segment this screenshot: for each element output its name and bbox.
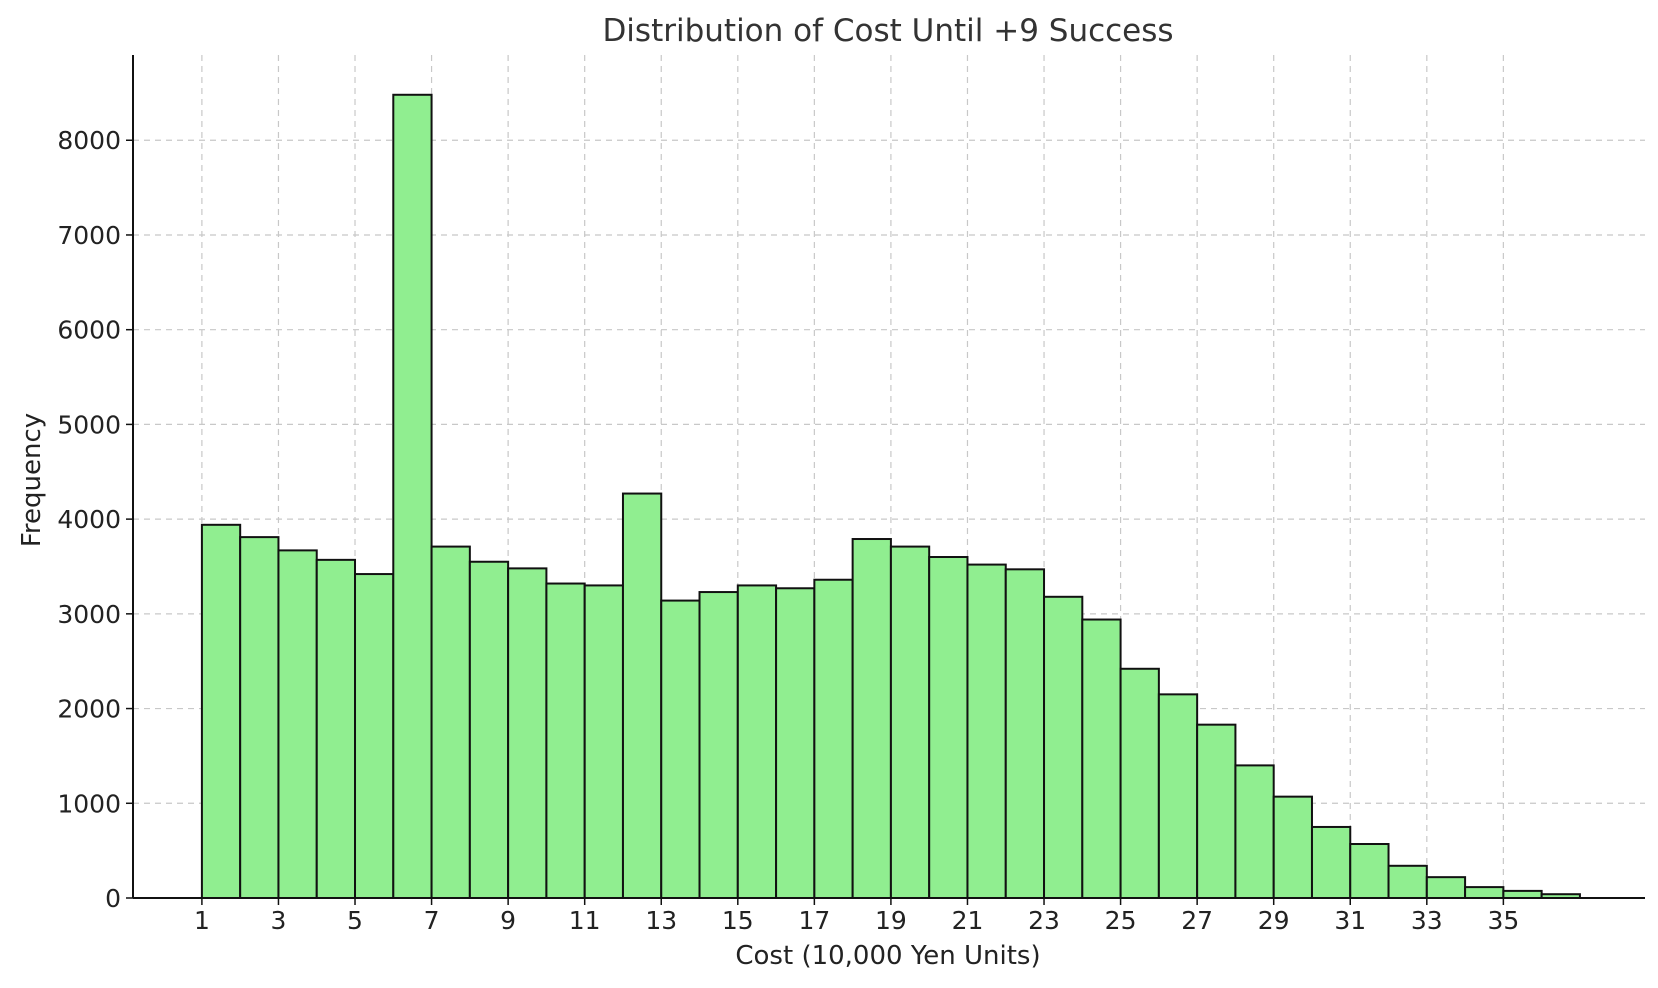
histogram-bar bbox=[354, 573, 395, 899]
x-tick-label: 1 bbox=[194, 906, 210, 935]
x-tick-label: 9 bbox=[500, 906, 516, 935]
histogram-bar bbox=[1234, 764, 1275, 899]
x-tick-label: 13 bbox=[645, 906, 677, 935]
x-tick-label: 11 bbox=[569, 906, 601, 935]
histogram-bar bbox=[1043, 595, 1084, 900]
bar-layer bbox=[200, 93, 1581, 900]
x-axis-label: Cost (10,000 Yen Units) bbox=[735, 941, 1040, 971]
x-tick-label: 7 bbox=[424, 906, 440, 935]
y-tick-label: 6000 bbox=[57, 316, 121, 345]
x-tick-label: 17 bbox=[798, 906, 830, 935]
histogram-bar bbox=[775, 587, 816, 900]
histogram-bar bbox=[1196, 723, 1237, 900]
y-tick-label: 1000 bbox=[57, 789, 121, 818]
histogram-bar bbox=[966, 563, 1007, 899]
histogram-bar bbox=[1157, 693, 1199, 900]
histogram-bar bbox=[507, 567, 548, 899]
histogram-bar bbox=[928, 556, 969, 899]
x-tick-layer: 1 3 5 7 9 11 13 15 17 19 21 23 25 27 29 31 33 35 bbox=[194, 898, 1519, 935]
histogram-bar bbox=[392, 93, 433, 899]
histogram-bar bbox=[1425, 876, 1467, 900]
x-tick-label: 29 bbox=[1258, 906, 1290, 935]
x-tick-label: 5 bbox=[347, 906, 363, 935]
x-tick-label: 3 bbox=[271, 906, 287, 935]
histogram-bar bbox=[545, 582, 586, 899]
x-tick-label: 25 bbox=[1105, 906, 1137, 935]
histogram-bar bbox=[1004, 568, 1046, 899]
histogram-bar bbox=[1310, 825, 1352, 900]
x-tick-label: 21 bbox=[952, 906, 984, 935]
histogram-bar bbox=[583, 584, 624, 899]
histogram-bar bbox=[660, 599, 701, 899]
histogram-bar bbox=[621, 492, 663, 899]
histogram-bar bbox=[1502, 889, 1543, 899]
histogram-bar bbox=[239, 536, 280, 899]
histogram-bar bbox=[430, 545, 471, 900]
histogram-bar bbox=[277, 549, 318, 900]
axis-layer bbox=[132, 55, 1645, 899]
y-tick-label: 8000 bbox=[57, 126, 121, 155]
histogram-bar bbox=[315, 558, 357, 899]
y-tick-label: 5000 bbox=[57, 410, 121, 439]
y-tick-layer: 0 1000 2000 3000 4000 5000 6000 7000 8000 bbox=[57, 126, 133, 913]
x-tick-label: 19 bbox=[875, 906, 907, 935]
x-tick-label: 27 bbox=[1181, 906, 1213, 935]
histogram-bar bbox=[1464, 886, 1505, 899]
y-axis-label: Frequency bbox=[17, 413, 47, 547]
histogram-bar bbox=[1081, 618, 1122, 899]
x-tick-label: 23 bbox=[1028, 906, 1060, 935]
histogram-bar bbox=[813, 578, 854, 899]
y-tick-label: 4000 bbox=[57, 505, 121, 534]
y-tick-label: 3000 bbox=[57, 600, 121, 629]
histogram-bar bbox=[468, 560, 510, 899]
histogram-bar bbox=[200, 523, 242, 900]
histogram-bar bbox=[851, 538, 892, 899]
y-tick-label: 7000 bbox=[57, 221, 121, 250]
histogram-bar bbox=[1349, 843, 1390, 900]
x-tick-label: 15 bbox=[722, 906, 754, 935]
y-tick-label: 0 bbox=[105, 884, 121, 913]
x-tick-label: 33 bbox=[1411, 906, 1443, 935]
x-tick-label: 35 bbox=[1487, 906, 1519, 935]
histogram-bar bbox=[736, 584, 778, 899]
histogram-bar bbox=[889, 545, 931, 900]
y-tick-label: 2000 bbox=[57, 695, 121, 724]
histogram-bar bbox=[1272, 795, 1313, 900]
histogram-bar bbox=[1387, 864, 1428, 900]
chart-title: Distribution of Cost Until +9 Success bbox=[602, 13, 1173, 49]
histogram-bar bbox=[1119, 667, 1160, 900]
histogram-bar bbox=[698, 591, 739, 899]
x-tick-label: 31 bbox=[1334, 906, 1366, 935]
